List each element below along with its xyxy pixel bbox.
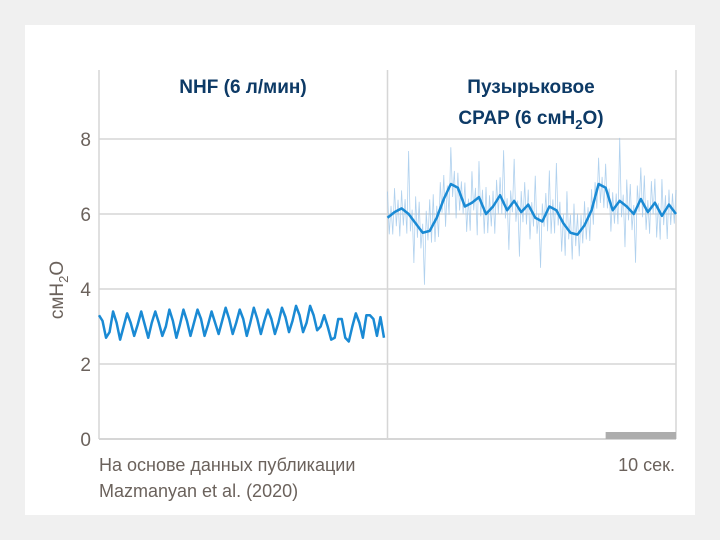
source-line-1: На основе данных публикации: [99, 455, 355, 475]
scale-bar: [605, 432, 676, 439]
chart: NHF (6 л/мин) Пузырьковое CPAP (6 смH2O)…: [47, 70, 677, 501]
scale-bar-label: 10 сек.: [618, 455, 675, 475]
source-line-2: Mazmanyan et al. (2020): [99, 481, 298, 501]
panel-title-cpap-line2: CPAP (6 смH2O): [458, 108, 603, 132]
y-tick-label-2: 2: [80, 355, 91, 376]
y-tick-label-8: 8: [80, 130, 91, 151]
series-nhf: [97, 304, 386, 343]
chart-card: NHF (6 л/мин) Пузырьковое CPAP (6 смH2O)…: [25, 25, 695, 515]
y-tick-label-0: 0: [80, 430, 91, 451]
panel-title-nhf: NHF (6 л/мин): [179, 77, 306, 98]
y-tick-label-6: 6: [80, 205, 91, 226]
y-tick-label-4: 4: [80, 280, 91, 301]
series-cpap: [386, 182, 677, 236]
y-axis-label: смH2O: [47, 261, 71, 319]
panel-title-cpap-line1: Пузырьковое: [467, 77, 594, 98]
